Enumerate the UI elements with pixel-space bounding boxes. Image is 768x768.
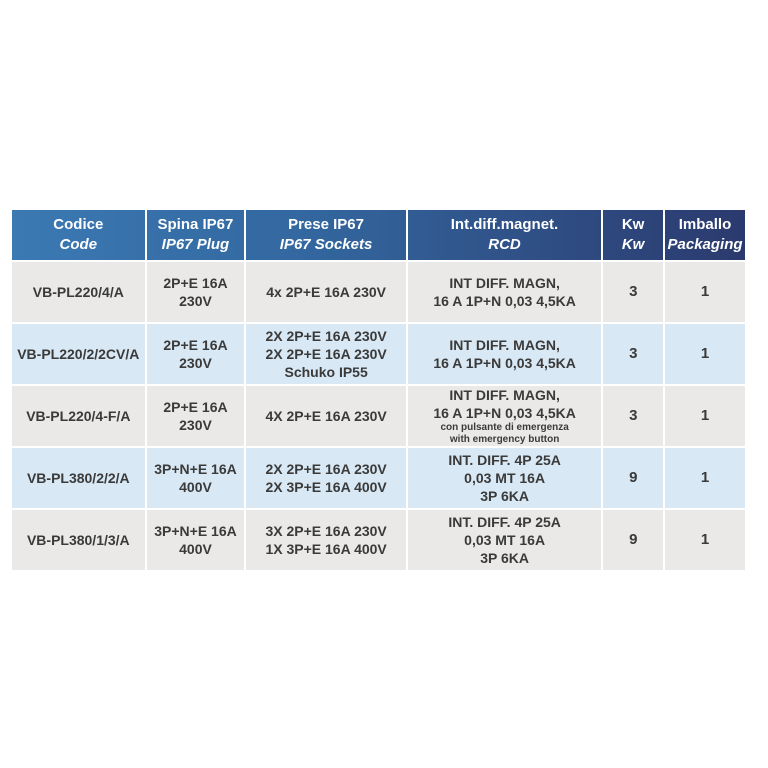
cell-kw-value: 9: [603, 510, 664, 570]
header-label-en: Packaging: [667, 236, 743, 253]
rcd-main-text: INT DIFF. MAGN, 16 A 1P+N 0,03 4,5KA: [433, 274, 576, 309]
cell-plug-spec: 2P+E 16A 230V: [146, 386, 245, 446]
cell-sockets-spec: 2X 2P+E 16A 230V 2X 2P+E 16A 230V Schuko…: [246, 324, 406, 384]
header-label-en: IP67 Sockets: [279, 236, 373, 253]
header-label-it: Spina IP67: [157, 215, 234, 233]
cell-sockets-spec: 4X 2P+E 16A 230V: [246, 386, 406, 446]
cell-sockets-spec: 2X 2P+E 16A 230V 2X 3P+E 16A 400V: [246, 448, 406, 508]
table-row: VB-PL220/4-F/A 2P+E 16A 230V 4X 2P+E 16A…: [12, 386, 745, 446]
cell-sockets-spec: 4x 2P+E 16A 230V: [246, 262, 406, 322]
header-label-it: Int.diff.magnet.: [450, 215, 559, 233]
table-row: VB-PL380/1/3/A 3P+N+E 16A 400V 3X 2P+E 1…: [12, 510, 745, 570]
header-label-it: Imballo: [678, 215, 732, 233]
cell-rcd-spec: INT. DIFF. 4P 25A 0,03 MT 16A 3P 6KA: [407, 510, 602, 570]
rcd-main-text: INT DIFF. MAGN, 16 A 1P+N 0,03 4,5KA: [433, 386, 576, 421]
cell-plug-spec: 2P+E 16A 230V: [146, 324, 245, 384]
rcd-note-text: con pulsante di emergenza with emergency…: [440, 422, 569, 446]
header-cell-plug: Spina IP67 IP67 Plug: [144, 210, 245, 260]
table-header-row: Codice Code Spina IP67 IP67 Plug Prese I…: [12, 210, 745, 260]
cell-rcd-spec: INT DIFF. MAGN, 16 A 1P+N 0,03 4,5KA con…: [407, 386, 602, 446]
header-label-en: Code: [59, 236, 98, 253]
header-cell-rcd: Int.diff.magnet. RCD: [405, 210, 601, 260]
cell-kw-value: 3: [603, 324, 664, 384]
cell-plug-spec: 3P+N+E 16A 400V: [146, 510, 245, 570]
cell-kw-value: 9: [603, 448, 664, 508]
header-cell-code: Codice Code: [12, 210, 145, 260]
cell-kw-value: 3: [603, 262, 664, 322]
cell-rcd-spec: INT. DIFF. 4P 25A 0,03 MT 16A 3P 6KA: [407, 448, 602, 508]
header-cell-packaging: Imballo Packaging: [663, 210, 745, 260]
cell-packaging-value: 1: [665, 262, 745, 322]
cell-product-code: VB-PL380/1/3/A: [12, 510, 145, 570]
header-cell-kw: Kw Kw: [601, 210, 663, 260]
cell-rcd-spec: INT DIFF. MAGN, 16 A 1P+N 0,03 4,5KA: [407, 262, 602, 322]
rcd-main-text: INT. DIFF. 4P 25A 0,03 MT 16A 3P 6KA: [448, 513, 561, 567]
header-label-en: IP67 Plug: [161, 236, 230, 253]
cell-product-code: VB-PL380/2/2/A: [12, 448, 145, 508]
header-label-en: Kw: [621, 236, 645, 253]
cell-packaging-value: 1: [665, 448, 745, 508]
cell-packaging-value: 1: [665, 386, 745, 446]
header-label-it: Kw: [621, 215, 645, 233]
cell-rcd-spec: INT DIFF. MAGN, 16 A 1P+N 0,03 4,5KA: [407, 324, 602, 384]
cell-packaging-value: 1: [665, 324, 745, 384]
table-row: VB-PL380/2/2/A 3P+N+E 16A 400V 2X 2P+E 1…: [12, 448, 745, 508]
table-row: VB-PL220/4/A 2P+E 16A 230V 4x 2P+E 16A 2…: [12, 262, 745, 322]
cell-product-code: VB-PL220/4-F/A: [12, 386, 145, 446]
header-label-en: RCD: [488, 236, 521, 253]
cell-kw-value: 3: [603, 386, 664, 446]
product-spec-table: Codice Code Spina IP67 IP67 Plug Prese I…: [12, 210, 745, 570]
cell-packaging-value: 1: [665, 510, 745, 570]
header-cell-sockets: Prese IP67 IP67 Sockets: [244, 210, 406, 260]
header-label-it: Codice: [53, 215, 104, 233]
rcd-main-text: INT. DIFF. 4P 25A 0,03 MT 16A 3P 6KA: [448, 451, 561, 505]
rcd-main-text: INT DIFF. MAGN, 16 A 1P+N 0,03 4,5KA: [433, 336, 576, 371]
header-label-it: Prese IP67: [288, 215, 364, 233]
cell-plug-spec: 3P+N+E 16A 400V: [146, 448, 245, 508]
table-row: VB-PL220/2/2CV/A 2P+E 16A 230V 2X 2P+E 1…: [12, 324, 745, 384]
cell-sockets-spec: 3X 2P+E 16A 230V 1X 3P+E 16A 400V: [246, 510, 406, 570]
cell-product-code: VB-PL220/4/A: [12, 262, 145, 322]
cell-product-code: VB-PL220/2/2CV/A: [12, 324, 145, 384]
cell-plug-spec: 2P+E 16A 230V: [146, 262, 245, 322]
